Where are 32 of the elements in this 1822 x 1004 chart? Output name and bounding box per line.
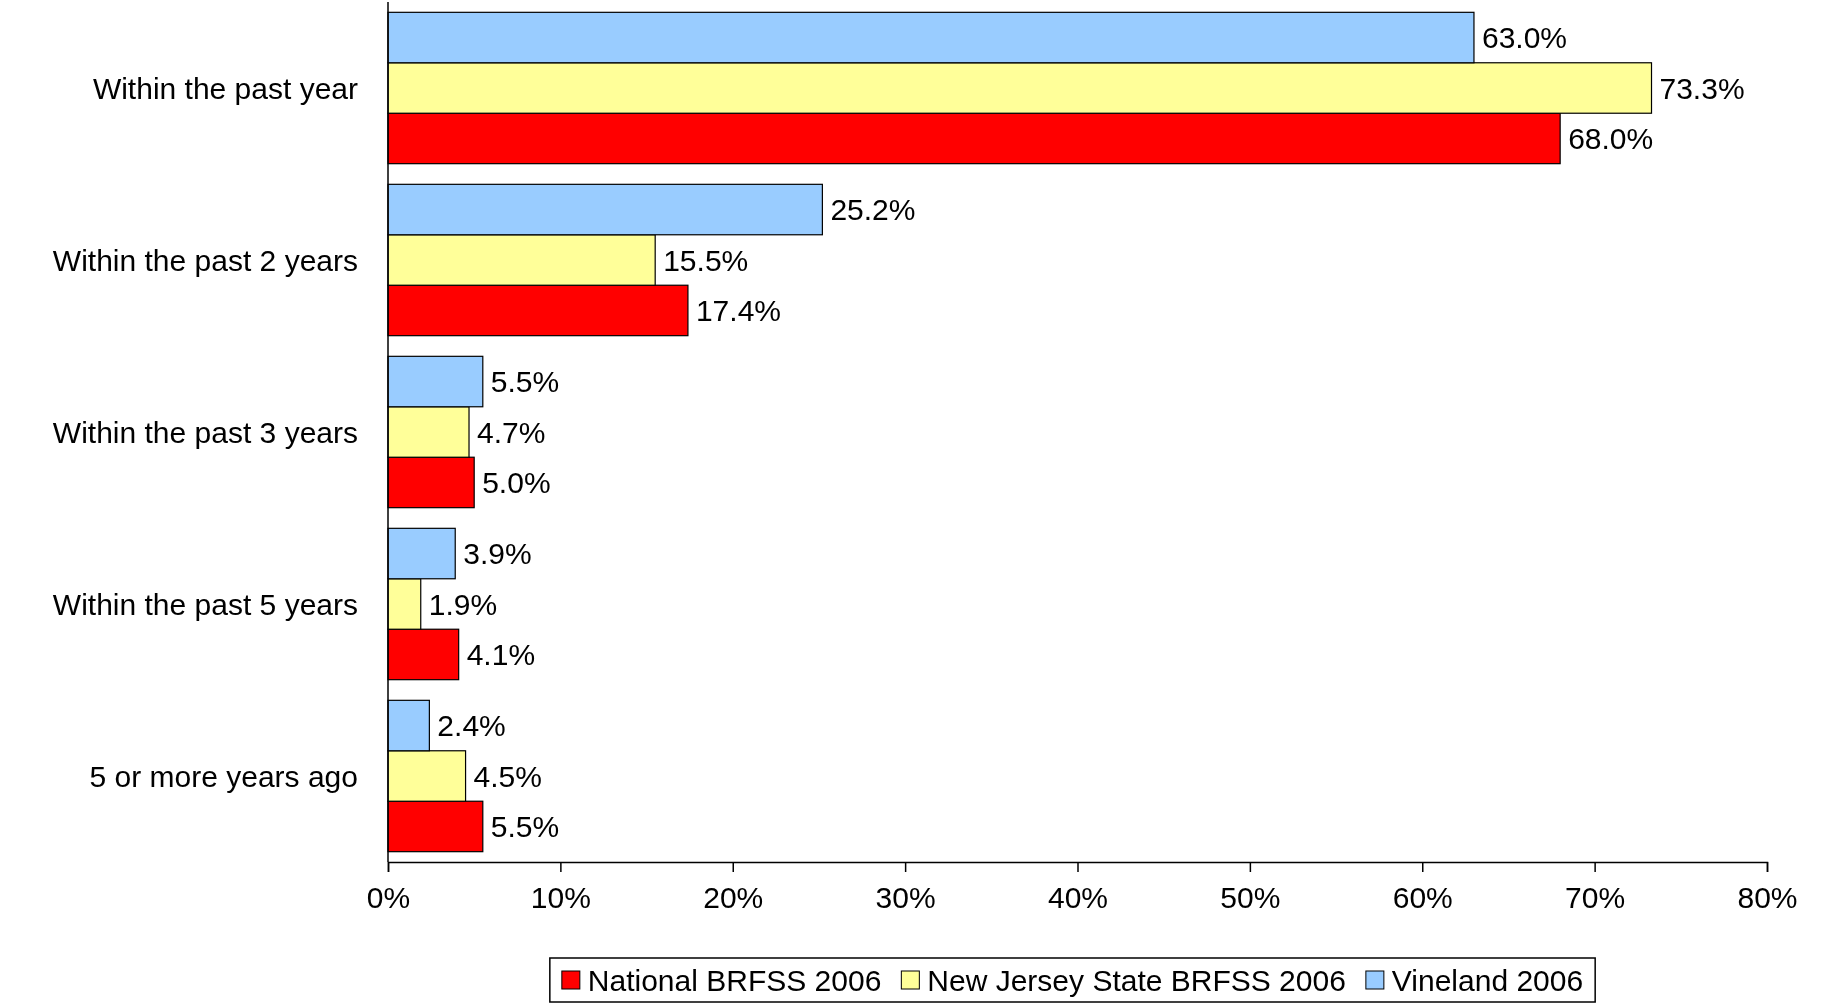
data-label: 63.0% [1481, 21, 1568, 55]
x-tick-label: 60% [1392, 881, 1453, 914]
x-tick-label: 20% [703, 881, 764, 914]
data-label: 4.7% [477, 415, 546, 449]
legend-label: New Jersey State BRFSS 2006 [927, 963, 1346, 997]
legend-label: National BRFSS 2006 [587, 963, 882, 997]
legend-label: Vineland 2006 [1391, 963, 1584, 997]
y-tick-label: Within the past year [92, 71, 359, 105]
data-label: 2.4% [437, 709, 506, 743]
x-tick-label: 70% [1565, 881, 1626, 914]
x-tick-label: 0% [366, 881, 411, 914]
y-tick-label: Within the past 3 years [52, 415, 358, 449]
data-label: 5.5% [490, 365, 560, 399]
y-tick-label: Within the past 5 years [52, 587, 358, 621]
data-label: 5.5% [490, 809, 560, 843]
x-tick-label: 40% [1047, 881, 1109, 914]
x-tick-label: 50% [1220, 881, 1281, 914]
data-label: 3.9% [463, 537, 532, 571]
data-label: 68.0% [1568, 121, 1654, 155]
x-tick-label: 80% [1737, 881, 1798, 914]
x-tick-label: 10% [530, 881, 591, 914]
y-tick-label: 5 or more years ago [89, 759, 358, 793]
data-label: 73.3% [1659, 71, 1745, 105]
data-label: 5.0% [482, 465, 551, 499]
data-label: 1.9% [428, 587, 498, 621]
data-label: 4.1% [466, 637, 536, 671]
data-label: 25.2% [830, 193, 916, 227]
y-tick-label: Within the past 2 years [52, 243, 358, 277]
x-tick-label: 30% [875, 881, 936, 914]
data-label: 15.5% [663, 243, 749, 277]
data-label: 17.4% [695, 293, 782, 327]
data-label: 4.5% [473, 759, 542, 793]
